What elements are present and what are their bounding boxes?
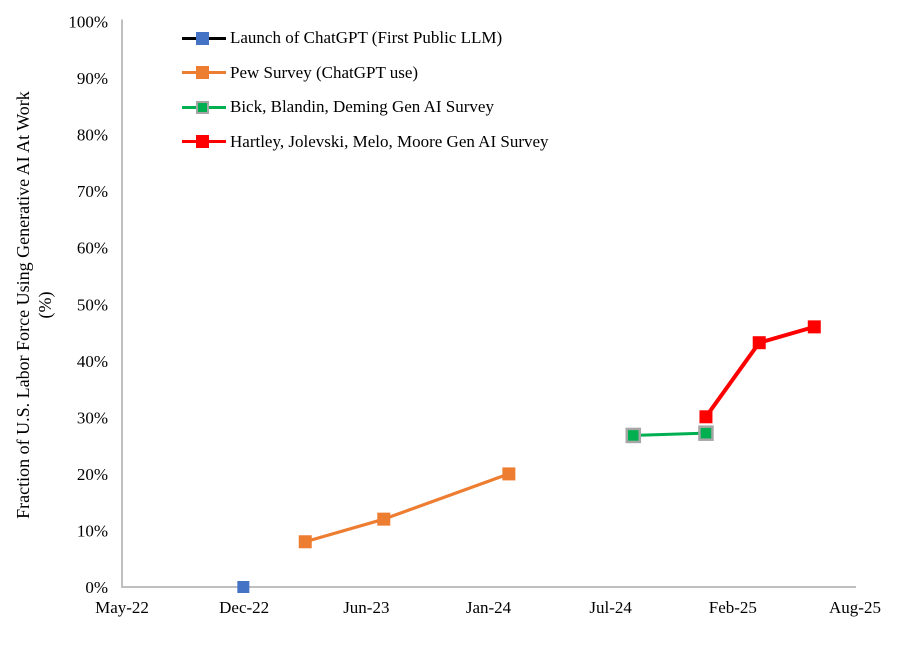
legend-square-marker xyxy=(196,31,209,45)
data-point-marker xyxy=(377,512,391,526)
data-point-marker xyxy=(237,581,250,593)
legend-square-marker xyxy=(196,100,209,114)
y-axis-title-line2: (%) xyxy=(35,291,55,319)
series-line xyxy=(303,472,511,544)
legend: Launch of ChatGPT (First Public LLM) Pew… xyxy=(182,21,549,159)
legend-square-marker xyxy=(196,66,209,80)
y-tick-label: 100% xyxy=(68,13,108,32)
legend-line-marker-pew-survey xyxy=(182,65,226,80)
y-tick-label: 90% xyxy=(77,69,108,88)
y-tick-label: 50% xyxy=(77,295,108,314)
legend-label: Pew Survey (ChatGPT use) xyxy=(230,62,419,82)
legend-square-marker xyxy=(196,135,209,149)
y-tick-label: 10% xyxy=(77,521,108,540)
x-tick-label: Aug-25 xyxy=(829,598,881,617)
legend-label: Bick, Blandin, Deming Gen AI Survey xyxy=(230,97,494,117)
y-tick-label: 80% xyxy=(77,126,108,145)
y-tick-label: 30% xyxy=(77,408,108,427)
x-tick-label: Feb-25 xyxy=(709,598,757,617)
y-tick-label: 40% xyxy=(77,352,108,371)
y-axis-title-line1: Fraction of U.S. Labor Force Using Gener… xyxy=(13,91,33,519)
legend-item-pew-survey: Pew Survey (ChatGPT use) xyxy=(182,56,549,91)
data-point-marker xyxy=(752,336,766,350)
x-tick-label: May-22 xyxy=(95,598,149,617)
legend-line-marker-bick-blandin-deming xyxy=(182,100,226,115)
x-tick-label: Jul-24 xyxy=(589,598,632,617)
series-line xyxy=(631,431,708,437)
x-tick-label: Dec-22 xyxy=(219,598,269,617)
data-point-marker xyxy=(698,425,714,441)
y-axis-title: Fraction of U.S. Labor Force Using Gener… xyxy=(11,0,57,615)
legend-line-marker-chatgpt-launch xyxy=(182,31,226,46)
legend-item-hartley-jolevski-melo-moore: Hartley, Jolevski, Melo, Moore Gen AI Su… xyxy=(182,125,549,160)
legend-line-marker-hartley-jolevski-melo-moore xyxy=(182,134,226,149)
data-point-marker xyxy=(807,320,821,334)
legend-item-chatgpt-launch: Launch of ChatGPT (First Public LLM) xyxy=(182,21,549,56)
y-tick-label: 60% xyxy=(77,239,108,258)
data-point-marker xyxy=(699,410,713,424)
y-tick-label: 0% xyxy=(85,578,108,597)
y-tick-label: 70% xyxy=(77,182,108,201)
legend-label: Launch of ChatGPT (First Public LLM) xyxy=(230,28,503,48)
data-point-marker xyxy=(298,535,312,549)
data-point-marker xyxy=(502,467,516,481)
legend-label: Hartley, Jolevski, Melo, Moore Gen AI Su… xyxy=(230,131,549,151)
legend-item-bick-blandin-deming: Bick, Blandin, Deming Gen AI Survey xyxy=(182,90,549,125)
data-point-marker xyxy=(625,427,642,444)
y-tick-label: 20% xyxy=(77,465,108,484)
x-tick-label: Jun-23 xyxy=(343,598,389,617)
x-tick-label: Jan-24 xyxy=(466,598,512,617)
